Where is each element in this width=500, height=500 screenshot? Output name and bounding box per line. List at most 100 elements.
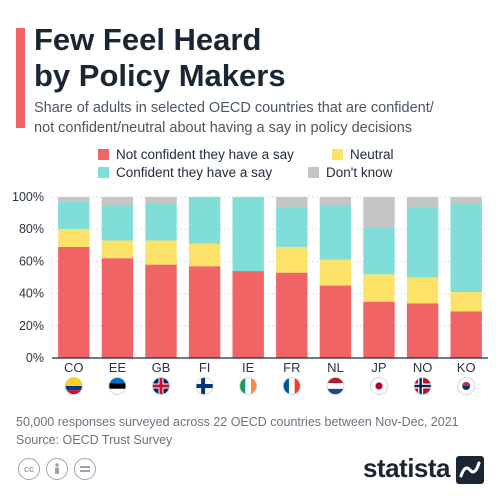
uk-flag-icon [152,377,170,395]
legend-label-dont-know: Don't know [326,165,393,180]
y-tick-label: 100% [12,190,44,204]
flag-outline [282,377,301,395]
license-icons: cc [18,458,96,480]
bar-segment [232,271,264,358]
title-line-1: Few Feel Heard [34,22,262,57]
statista-logo-icon[interactable] [456,456,484,484]
korea-flag-icon [457,377,475,395]
footnote-text: 50,000 responses surveyed across 22 OECD… [16,415,459,429]
legend-swatch-dont-know [308,167,319,178]
finland-flag-icon [196,377,214,395]
title-accent-bar [16,28,25,128]
bar-segment [319,197,352,206]
x-tick-label: EE [109,360,127,375]
france-flag-icon [283,377,301,395]
colombia-flag-icon [65,377,83,395]
statista-wordmark[interactable]: statista [362,453,451,483]
no-derivatives-icon[interactable] [74,458,96,480]
creative-commons-icon[interactable]: cc [18,458,40,480]
legend-swatch-neutral [332,149,343,160]
norway-flag-icon [414,377,432,395]
bar-segment [145,197,177,204]
x-tick-label: FR [283,360,300,375]
bar-segment [363,227,395,275]
legend-label-neutral: Neutral [350,147,394,162]
ireland-flag-icon [239,377,257,395]
bar-segment [319,205,352,260]
x-tick-label: NL [327,360,344,375]
y-tick-label: 80% [19,222,44,236]
bar-segment [319,259,352,286]
x-tick-label: CO [64,360,84,375]
bar-segment [58,201,90,230]
bar-segment [276,246,308,273]
x-tick-label: FI [199,360,211,375]
x-tick-label: NO [413,360,433,375]
bar-segment [145,240,177,265]
bar-segment [101,240,134,259]
netherlands-flag-icon [326,377,344,395]
flag-outline [64,377,83,395]
bar-segment [188,197,221,244]
flag-outline [152,377,170,395]
bar-segment [406,277,439,304]
legend-label-confident: Confident they have a say [116,165,273,180]
subtitle: Share of adults in selected OECD countri… [34,98,494,138]
page-title: Few Feel Heard by Policy Makers [34,22,286,94]
bar-segment [145,203,177,241]
japan-flag-icon [370,377,388,395]
bar-segment [188,243,221,267]
legend-swatch-not-confident [98,149,109,160]
bar-segment [276,272,308,358]
x-tick-label: JP [371,360,386,375]
bar-segment [450,311,482,358]
bar-segment [406,197,439,207]
bar-segment [363,301,395,358]
bar-segment [363,197,395,228]
bar-segment [276,206,308,247]
bar-segment [58,246,90,358]
x-tick-label: GB [152,360,171,375]
bar-segment [450,291,482,312]
bar-segment [363,274,395,302]
y-tick-label: 0% [26,351,44,365]
bar-segment [450,203,482,292]
y-tick-label: 60% [19,254,44,268]
bar-segment [101,197,134,206]
bar-segment [101,258,134,358]
y-tick-label: 40% [19,287,44,301]
subtitle-line-2: not confident/neutral about having a say… [34,120,413,136]
flag-outline [326,377,345,395]
bar-segment [101,205,134,241]
footnote: 50,000 responses surveyed across 22 OECD… [16,413,459,449]
flag-outline [413,377,432,395]
legend-item-dont-know: Don't know [308,165,392,180]
bar-segment [58,229,90,247]
bar-segment [406,303,439,358]
legend-swatch-confident [98,167,109,178]
legend-item-not-confident: Not confident they have a say [98,147,294,162]
legend-item-neutral: Neutral [332,147,394,162]
title-line-2: by Policy Makers [34,58,286,93]
source-text: Source: OECD Trust Survey [16,433,173,447]
x-tick-label: KO [457,360,476,375]
flag-outline [457,377,476,395]
bar-segment [232,197,264,272]
bar-segment [450,197,482,204]
estonia-flag-icon [108,377,126,395]
flag-outline [370,377,388,395]
flag-outline [195,377,214,395]
y-tick-label: 20% [19,319,44,333]
bar-segment [145,264,177,358]
bar-segment [58,197,90,202]
flag-outline [239,377,258,395]
legend-item-confident: Confident they have a say [98,165,272,180]
bar-segment [188,266,221,358]
bar-segment [406,206,439,278]
x-tick-label: IE [242,360,255,375]
subtitle-line-1: Share of adults in selected OECD countri… [34,100,434,116]
attribution-icon[interactable] [46,458,68,480]
bar-segment [276,197,308,207]
flag-outline [108,377,127,395]
